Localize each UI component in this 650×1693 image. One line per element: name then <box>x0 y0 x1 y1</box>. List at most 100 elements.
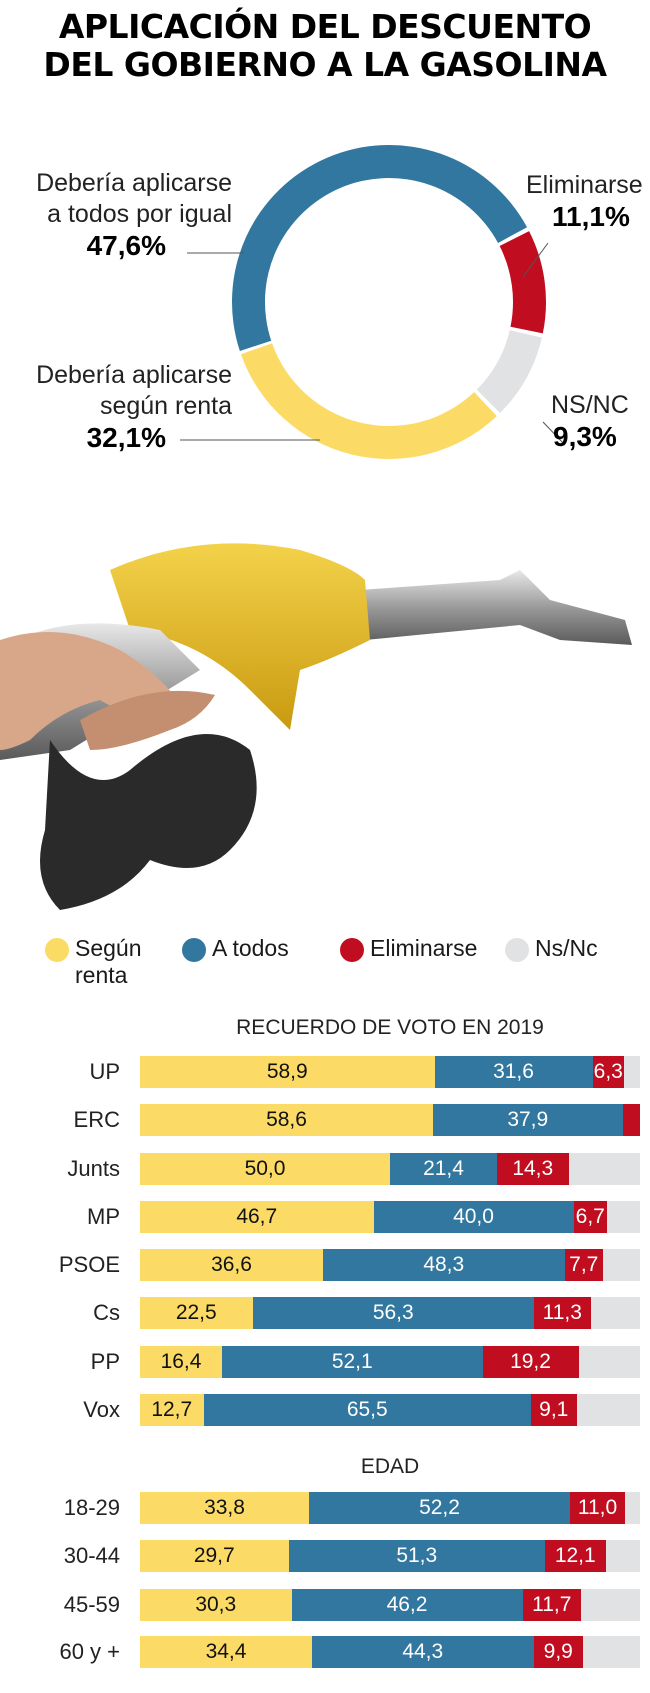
stacked-bar: 58,9 31,6 6,3 <box>140 1056 640 1088</box>
bar-segment-segun-renta: 12,7 <box>140 1394 204 1426</box>
bar-segment-eliminarse: 19,2 <box>482 1346 579 1378</box>
bar-segment-eliminarse: 11,7 <box>522 1589 581 1621</box>
legend-segun-renta: Según renta <box>45 935 142 989</box>
label-segun-renta: Debería aplicarse según renta 32,1% <box>0 360 232 453</box>
bar-segment-eliminarse <box>622 1104 640 1136</box>
bar-segment-eliminarse: 9,1 <box>531 1394 577 1426</box>
donut-chart <box>180 144 566 459</box>
bar-segment-segun-renta: 34,4 <box>140 1636 312 1668</box>
bar-row: Cs 22,5 56,3 11,3 <box>0 1297 650 1329</box>
bar-segment-segun-renta: 36,6 <box>140 1249 323 1281</box>
bar-segment-segun-renta: 46,7 <box>140 1201 374 1233</box>
row-label: PP <box>90 1349 120 1374</box>
row-label: 18-29 <box>63 1495 120 1520</box>
stacked-bar: 16,4 52,1 19,2 <box>140 1346 640 1378</box>
bar-segment-a-todos: 46,2 <box>291 1589 523 1621</box>
bar-segment-a-todos: 37,9 <box>433 1104 623 1136</box>
leader-line <box>542 421 566 446</box>
bar-segment-a-todos: 40,0 <box>373 1201 574 1233</box>
label-line: Eliminarse <box>526 171 643 199</box>
legend-label: Ns/Nc <box>535 935 598 961</box>
value-segun-renta: 32,1% <box>86 422 166 453</box>
bar-segment-eliminarse: 7,7 <box>564 1249 603 1281</box>
bar-segment-segun-renta: 29,7 <box>140 1540 289 1572</box>
row-label: PSOE <box>58 1252 120 1277</box>
row-label: 60 y + <box>59 1639 120 1664</box>
bar-row: 30-44 29,7 51,3 12,1 <box>0 1540 650 1572</box>
label-line: según renta <box>99 392 232 420</box>
stacked-bar: 33,8 52,2 11,0 <box>140 1492 640 1524</box>
bar-segment-segun-renta: 50,0 <box>140 1153 390 1185</box>
red-dot-icon <box>340 938 364 962</box>
row-label: Cs <box>93 1300 120 1325</box>
stacked-bar: 36,6 48,3 7,7 <box>140 1249 640 1281</box>
bar-row: ERC 58,6 37,9 <box>0 1104 650 1136</box>
donut-slice-segun-renta <box>240 343 497 459</box>
fuel-nozzle-image <box>0 543 632 910</box>
bar-segment-a-todos: 56,3 <box>252 1297 534 1329</box>
blue-dot-icon <box>182 938 206 962</box>
legend-label: Según <box>75 935 142 961</box>
bar-row: Vox 12,7 65,5 9,1 <box>0 1394 650 1426</box>
label-eliminarse: Eliminarse 11,1% <box>526 170 650 232</box>
section-title: RECUERDO DE VOTO EN 2019 <box>236 1016 544 1039</box>
bar-row: Junts 50,0 21,4 14,3 <box>0 1153 650 1185</box>
gray-dot-icon <box>505 938 529 962</box>
stacked-bar: 30,3 46,2 11,7 <box>140 1589 640 1621</box>
bar-segment-eliminarse: 9,9 <box>533 1636 583 1668</box>
bar-row: UP 58,9 31,6 6,3 <box>0 1056 650 1088</box>
bar-segment-eliminarse: 6,3 <box>592 1056 624 1088</box>
row-label: 30-44 <box>63 1543 120 1568</box>
bar-segment-a-todos: 44,3 <box>312 1636 534 1668</box>
leader-line <box>522 242 549 278</box>
donut-slice-nsnc <box>476 330 542 414</box>
bar-segment-segun-renta: 22,5 <box>140 1297 253 1329</box>
stacked-bar: 34,4 44,3 9,9 <box>140 1636 640 1668</box>
stacked-bar: 22,5 56,3 11,3 <box>140 1297 640 1329</box>
bar-segment-a-todos: 31,6 <box>434 1056 593 1088</box>
bar-segment-eliminarse: 14,3 <box>497 1153 569 1185</box>
bar-segment-a-todos: 21,4 <box>390 1153 497 1185</box>
bar-segment-eliminarse: 11,0 <box>570 1492 625 1524</box>
label-line: Debería aplicarse <box>36 361 232 389</box>
stacked-bar: 12,7 65,5 9,1 <box>140 1394 640 1426</box>
bar-segment-segun-renta: 16,4 <box>140 1346 222 1378</box>
bar-row: 18-29 33,8 52,2 11,0 <box>0 1492 650 1524</box>
legend-eliminarse: Eliminarse <box>340 935 477 962</box>
bar-segment-a-todos: 65,5 <box>203 1394 531 1426</box>
bar-segment-segun-renta: 58,6 <box>140 1104 433 1136</box>
row-label: 45-59 <box>63 1592 120 1617</box>
label-a-todos: Debería aplicarse a todos por igual 47,6… <box>0 168 232 261</box>
bar-segment-a-todos: 48,3 <box>323 1249 565 1281</box>
legend-a-todos: A todos <box>182 935 289 962</box>
bar-row: PSOE 36,6 48,3 7,7 <box>0 1249 650 1281</box>
yellow-dot-icon <box>45 938 69 962</box>
donut-slice-a-todos <box>231 144 528 352</box>
legend-label: renta <box>75 962 128 988</box>
value-nsnc: 9,3% <box>553 421 617 452</box>
title-line-2: DEL GOBIERNO A LA GASOLINA <box>43 45 607 84</box>
label-line: NS/NC <box>551 391 629 419</box>
bar-segment-eliminarse: 12,1 <box>545 1540 606 1572</box>
label-line: a todos por igual <box>47 200 232 228</box>
stacked-bar: 29,7 51,3 12,1 <box>140 1540 640 1572</box>
bar-segment-segun-renta: 33,8 <box>140 1492 309 1524</box>
bar-segment-a-todos: 51,3 <box>288 1540 545 1572</box>
bar-row: MP 46,7 40,0 6,7 <box>0 1201 650 1233</box>
row-label: Junts <box>67 1156 120 1181</box>
bar-segment-eliminarse: 11,3 <box>534 1297 591 1329</box>
value-eliminarse: 11,1% <box>552 201 630 232</box>
legend-nsnc: Ns/Nc <box>505 935 598 962</box>
title-line-1: APLICACIÓN DEL DESCUENTO <box>58 7 592 46</box>
section-title: EDAD <box>360 1455 420 1478</box>
value-a-todos: 47,6% <box>86 230 166 261</box>
bar-segment-segun-renta: 58,9 <box>140 1056 435 1088</box>
stacked-bar: 50,0 21,4 14,3 <box>140 1153 640 1185</box>
bar-row: PP 16,4 52,1 19,2 <box>0 1346 650 1378</box>
bar-segment-a-todos: 52,1 <box>222 1346 483 1378</box>
bar-segment-eliminarse: 6,7 <box>573 1201 607 1233</box>
row-label: MP <box>87 1204 120 1229</box>
row-label: Vox <box>83 1397 120 1422</box>
donut-slice-eliminarse <box>499 231 546 334</box>
bar-row: 60 y + 34,4 44,3 9,9 <box>0 1636 650 1668</box>
